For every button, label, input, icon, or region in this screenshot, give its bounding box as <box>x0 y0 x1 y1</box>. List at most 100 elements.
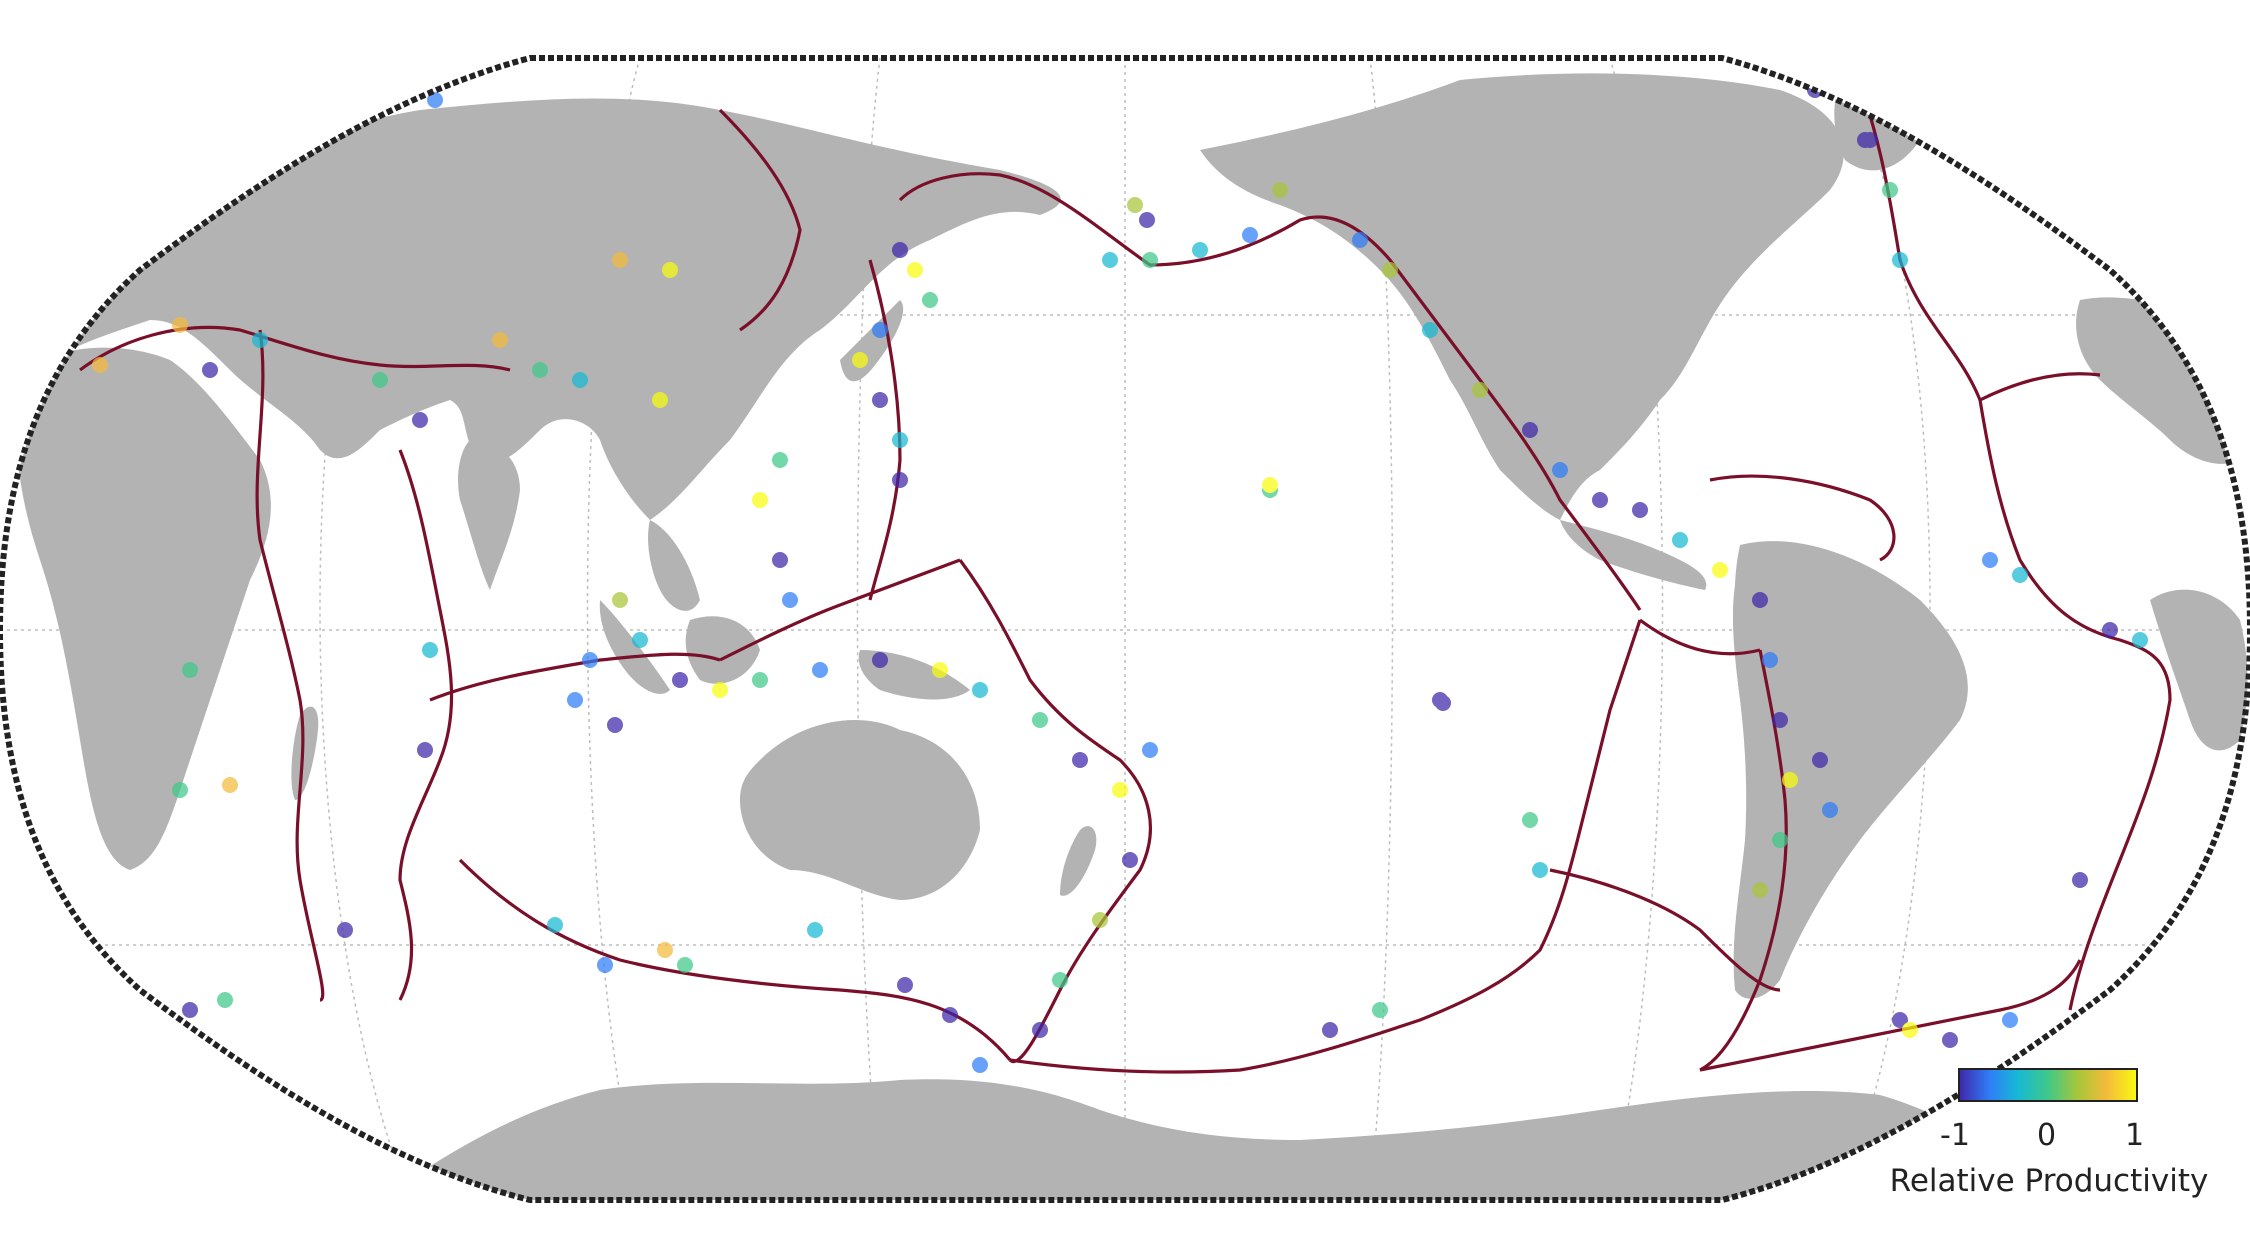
quake-point <box>1142 252 1158 268</box>
landmass-sumatra <box>599 600 670 694</box>
quake-point <box>1052 972 1068 988</box>
quake-point <box>772 452 788 468</box>
quake-point <box>872 392 888 408</box>
globe-frame <box>0 55 2250 1203</box>
landmass-south-america <box>1732 541 1968 999</box>
quake-point <box>1857 132 1873 148</box>
quake-point <box>1782 772 1798 788</box>
quake-point <box>1822 802 1838 818</box>
colorbar-label: Relative Productivity <box>1889 1163 2209 1199</box>
quake-point <box>1892 1012 1908 1028</box>
quake-point <box>852 352 868 368</box>
quake-point <box>427 92 443 108</box>
colorbar-tick-mid: 0 <box>2037 1118 2057 1153</box>
quake-point <box>582 652 598 668</box>
quake-point <box>2072 872 2088 888</box>
quake-point <box>182 662 198 678</box>
landmass-borneo <box>685 616 760 684</box>
quake-point <box>1902 1022 1918 1038</box>
quake-point <box>922 292 938 308</box>
quake-point <box>632 632 648 648</box>
quake-point <box>892 472 908 488</box>
colorbar <box>1958 1068 2138 1102</box>
quake-point <box>372 372 388 388</box>
quake-point <box>1192 242 1208 258</box>
quake-point <box>1672 532 1688 548</box>
quake-point <box>172 317 188 333</box>
quake-point <box>607 717 623 733</box>
land <box>16 60 2248 1200</box>
quake-point <box>222 777 238 793</box>
quake-point <box>932 662 948 678</box>
quake-point <box>547 917 563 933</box>
quake-point <box>417 742 433 758</box>
quake-point <box>1472 382 1488 398</box>
quake-point <box>612 592 628 608</box>
quake-point <box>972 1057 988 1073</box>
quake-point <box>892 432 908 448</box>
quake-point <box>712 682 728 698</box>
quake-point <box>872 652 888 668</box>
quake-point <box>1127 197 1143 213</box>
quake-point <box>1112 782 1128 798</box>
quake-point <box>652 392 668 408</box>
quake-point <box>1552 462 1568 478</box>
quake-point <box>662 262 678 278</box>
landmass-eurasia <box>68 98 1061 520</box>
quake-point <box>1942 1032 1958 1048</box>
landmass-new-zealand <box>1060 826 1097 896</box>
quake-point <box>1712 562 1728 578</box>
quake-point <box>772 552 788 568</box>
landmass-antarctica <box>380 1079 2050 1200</box>
quake-point <box>217 992 233 1008</box>
landmass-india <box>458 440 520 590</box>
quake-point <box>202 362 218 378</box>
quake-point <box>672 672 688 688</box>
quake-point <box>1142 742 1158 758</box>
quake-point <box>1632 502 1648 518</box>
quake-point <box>412 412 428 428</box>
landmass-central-america <box>1560 520 1707 590</box>
quake-point <box>2012 567 2028 583</box>
quake-point <box>92 357 108 373</box>
quake-point <box>422 642 438 658</box>
quake-point <box>572 372 588 388</box>
landmass-africa <box>16 347 271 870</box>
quake-point <box>812 662 828 678</box>
quake-point <box>897 977 913 993</box>
quake-point <box>1772 832 1788 848</box>
quake-point <box>677 957 693 973</box>
quake-point <box>1752 882 1768 898</box>
quake-point <box>1352 232 1368 248</box>
quake-point <box>252 332 268 348</box>
quake-point <box>1522 422 1538 438</box>
quake-point <box>1812 752 1828 768</box>
quake-point <box>1122 852 1138 868</box>
landmass-australia <box>740 720 980 900</box>
quake-point <box>1272 182 1288 198</box>
quake-point <box>1242 227 1258 243</box>
quake-point <box>1102 252 1118 268</box>
quake-point <box>782 592 798 608</box>
quake-point <box>2132 632 2148 648</box>
landmass-indochina <box>648 520 700 611</box>
quake-point <box>182 1002 198 1018</box>
quake-point <box>172 782 188 798</box>
quake-point <box>752 672 768 688</box>
quake-point <box>612 252 628 268</box>
quake-point <box>1532 862 1548 878</box>
quake-point <box>1032 712 1048 728</box>
quake-point <box>532 362 548 378</box>
quake-point <box>907 262 923 278</box>
quake-point <box>1762 652 1778 668</box>
quake-point <box>942 1007 958 1023</box>
quake-point <box>1139 212 1155 228</box>
quake-point <box>1982 552 1998 568</box>
quake-point <box>1072 752 1088 768</box>
landmass-africa-east <box>2150 589 2248 751</box>
quake-point <box>1435 695 1451 711</box>
quake-point <box>1752 592 1768 608</box>
quake-point <box>872 322 888 338</box>
quake-point <box>2102 622 2118 638</box>
